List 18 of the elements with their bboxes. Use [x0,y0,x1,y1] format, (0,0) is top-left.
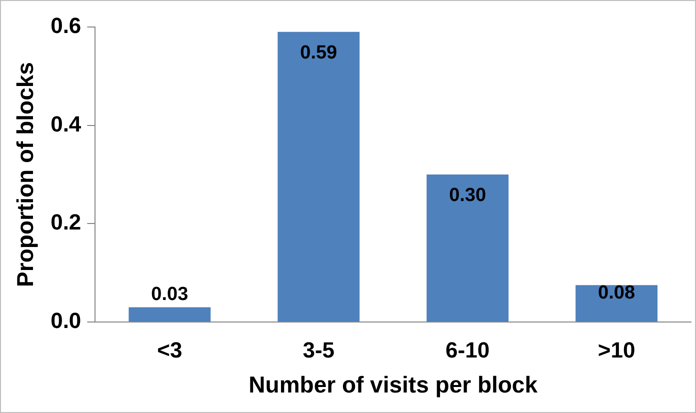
x-axis-title: Number of visits per block [248,372,538,398]
data-label: 0.03 [151,284,188,305]
x-tick-label: 3-5 [302,337,335,362]
x-tick-label: 6-10 [446,337,490,362]
y-axis-title: Proportion of blocks [12,62,38,287]
data-label: 0.30 [449,185,486,206]
bar [576,285,658,322]
data-label: 0.59 [300,42,338,64]
x-tick-label: >10 [598,337,636,362]
y-tick-label: 0.2 [50,210,82,235]
y-tick-label: 0.0 [50,308,82,334]
y-tick-label: 0.4 [50,111,82,136]
bar [128,307,211,322]
x-tick-label: <3 [157,337,182,362]
bar [426,174,509,322]
bar [278,32,360,322]
data-label: 0.08 [598,282,636,304]
y-tick-label: 0.6 [50,13,82,38]
